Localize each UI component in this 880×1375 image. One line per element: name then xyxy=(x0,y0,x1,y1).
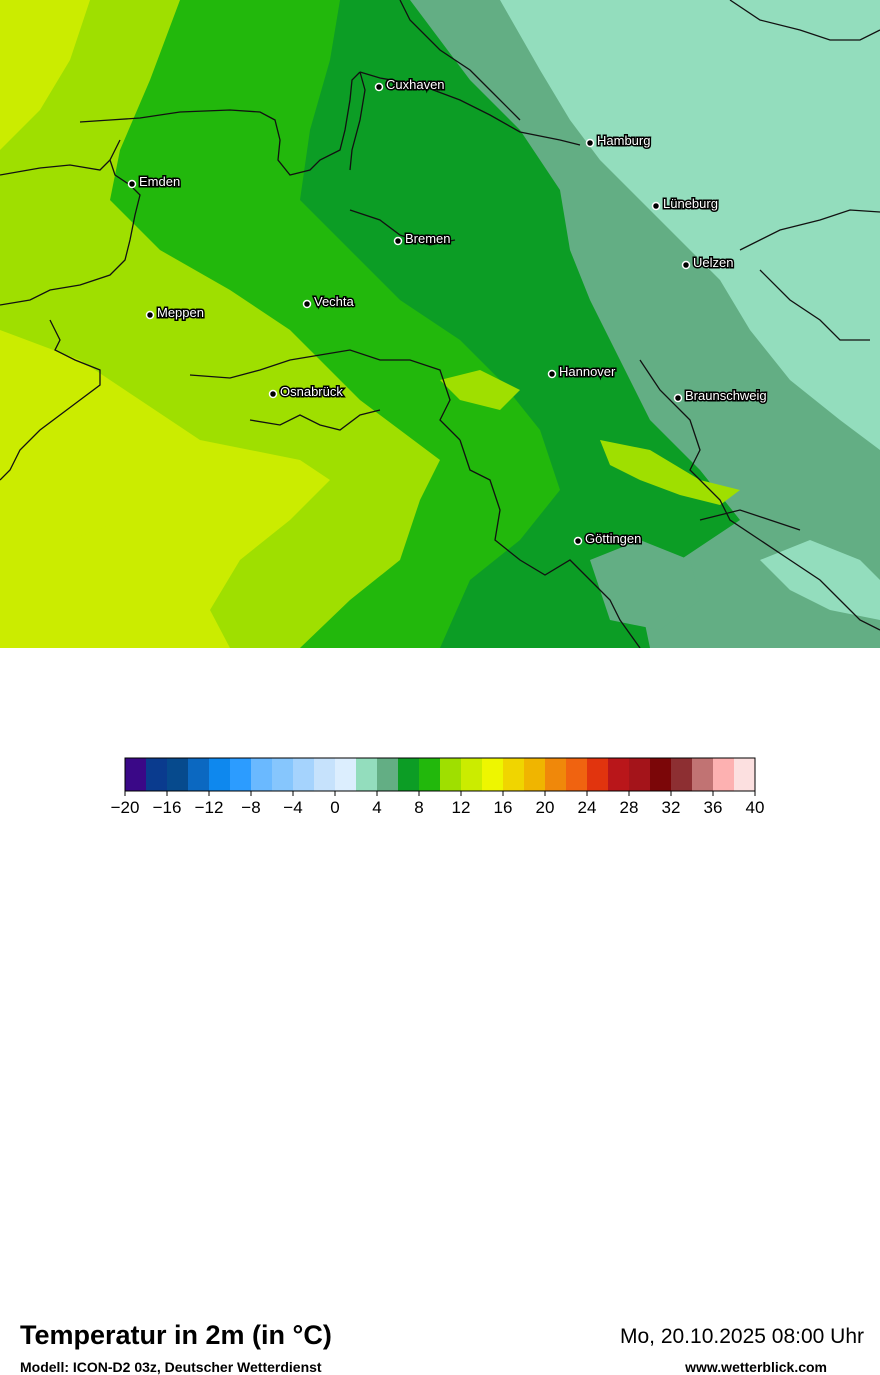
city-marker: Bremen xyxy=(393,230,452,248)
city-label: Hannover xyxy=(559,364,616,379)
legend-tick-label: 28 xyxy=(620,798,639,817)
city-dot xyxy=(145,310,155,320)
legend-swatch xyxy=(335,758,357,791)
coastlines-and-borders xyxy=(0,0,880,648)
city-dot xyxy=(673,393,683,403)
legend-tick-label: 32 xyxy=(662,798,681,817)
legend-swatch xyxy=(209,758,231,791)
temperature-zone-yellow-green xyxy=(70,525,160,560)
city-marker: Göttingen xyxy=(573,530,643,548)
legend-tick-label: 8 xyxy=(414,798,423,817)
city-marker: Uelzen xyxy=(681,254,735,272)
legend-swatch xyxy=(398,758,420,791)
legend-swatch xyxy=(692,758,714,791)
legend-swatch xyxy=(461,758,483,791)
legend-tick-label: 40 xyxy=(746,798,765,817)
city-dot xyxy=(651,201,661,211)
city-marker: Hannover xyxy=(547,363,618,381)
city-marker: Braunschweig xyxy=(673,387,768,405)
city-label: Meppen xyxy=(157,305,204,320)
city-marker: Osnabrück xyxy=(268,383,345,401)
city-dot xyxy=(547,369,557,379)
legend-swatch xyxy=(125,758,147,791)
legend-swatch xyxy=(608,758,630,791)
city-marker: Emden xyxy=(127,173,182,191)
legend-tick-label: −16 xyxy=(153,798,182,817)
city-marker: Vechta xyxy=(302,293,356,311)
legend-tick-label: −20 xyxy=(111,798,140,817)
legend-swatch xyxy=(188,758,210,791)
temperature-map: Cuxhaven Hamburg Emden Lüneburg Bremen Uelzen… xyxy=(0,0,880,648)
city-dot xyxy=(268,389,278,399)
city-dot xyxy=(127,179,137,189)
map-canvas: Cuxhaven Hamburg Emden Lüneburg Bremen Uelzen… xyxy=(0,0,880,648)
legend-swatch xyxy=(503,758,525,791)
legend-swatch xyxy=(587,758,609,791)
temperature-zone-light-green xyxy=(600,440,740,505)
legend-swatch xyxy=(377,758,399,791)
legend-tick-label: 24 xyxy=(578,798,597,817)
temperature-zone-mint xyxy=(500,0,880,450)
website-link[interactable]: www.wetterblick.com xyxy=(685,1359,827,1375)
city-marker: Meppen xyxy=(145,304,205,322)
legend-swatch xyxy=(314,758,336,791)
legend-tick-label: −12 xyxy=(195,798,224,817)
city-label: Osnabrück xyxy=(280,384,343,399)
city-label: Cuxhaven xyxy=(386,77,445,92)
legend-tick-label: −4 xyxy=(283,798,302,817)
color-scale-legend: −20 −16 −12 −8 −4 0 4 8 12 16 20 24 28 32 36 40 xyxy=(0,750,880,830)
legend-swatch xyxy=(524,758,546,791)
model-source: Modell: ICON-D2 03z, Deutscher Wetterdie… xyxy=(20,1359,322,1375)
map-title: Temperatur in 2m (in °C) xyxy=(20,1320,332,1350)
legend-swatch xyxy=(629,758,651,791)
legend-border xyxy=(124,757,756,792)
legend-tick-label: 20 xyxy=(536,798,555,817)
legend-swatch xyxy=(146,758,168,791)
legend-swatch xyxy=(251,758,273,791)
city-dot xyxy=(393,236,403,246)
city-label: Vechta xyxy=(314,294,355,309)
city-label: Lüneburg xyxy=(663,196,718,211)
legend-tick-label: 36 xyxy=(704,798,723,817)
city-marker: Hamburg xyxy=(585,132,652,150)
legend-tick-label: 4 xyxy=(372,798,381,817)
legend-swatch xyxy=(671,758,693,791)
city-dot xyxy=(585,138,595,148)
city-label: Braunschweig xyxy=(685,388,767,403)
legend-swatch xyxy=(440,758,462,791)
legend-swatch xyxy=(272,758,294,791)
legend-tick-label: −8 xyxy=(241,798,260,817)
legend-swatch xyxy=(566,758,588,791)
legend-swatch xyxy=(230,758,252,791)
legend-swatch xyxy=(482,758,504,791)
city-dot xyxy=(302,299,312,309)
city-label: Emden xyxy=(139,174,180,189)
legend-tick-label: 0 xyxy=(330,798,339,817)
legend-swatch xyxy=(167,758,189,791)
city-label: Göttingen xyxy=(585,531,641,546)
legend-swatch xyxy=(713,758,735,791)
city-dot xyxy=(681,260,691,270)
city-marker: Cuxhaven xyxy=(374,76,446,94)
city-marker: Lüneburg xyxy=(651,195,719,213)
city-label: Uelzen xyxy=(693,255,733,270)
legend-swatch xyxy=(734,758,756,791)
legend-swatch xyxy=(356,758,378,791)
city-dot xyxy=(573,536,583,546)
legend-tick-label: 16 xyxy=(494,798,513,817)
city-dot xyxy=(374,82,384,92)
color-scale-svg: −20 −16 −12 −8 −4 0 4 8 12 16 20 24 28 32 36 40 xyxy=(111,757,765,817)
legend-swatch xyxy=(650,758,672,791)
city-label: Bremen xyxy=(405,231,451,246)
legend-swatch xyxy=(293,758,315,791)
forecast-datetime: Mo, 20.10.2025 08:00 Uhr xyxy=(619,1325,864,1348)
temperature-zone-light-green xyxy=(440,370,520,410)
temperature-zone-gray-green xyxy=(590,540,700,630)
city-markers: Cuxhaven Hamburg Emden Lüneburg Bremen Uelzen… xyxy=(127,76,768,548)
legend-swatch xyxy=(419,758,441,791)
legend-tick-label: 12 xyxy=(452,798,471,817)
legend-swatch xyxy=(545,758,567,791)
city-label: Hamburg xyxy=(597,133,650,148)
